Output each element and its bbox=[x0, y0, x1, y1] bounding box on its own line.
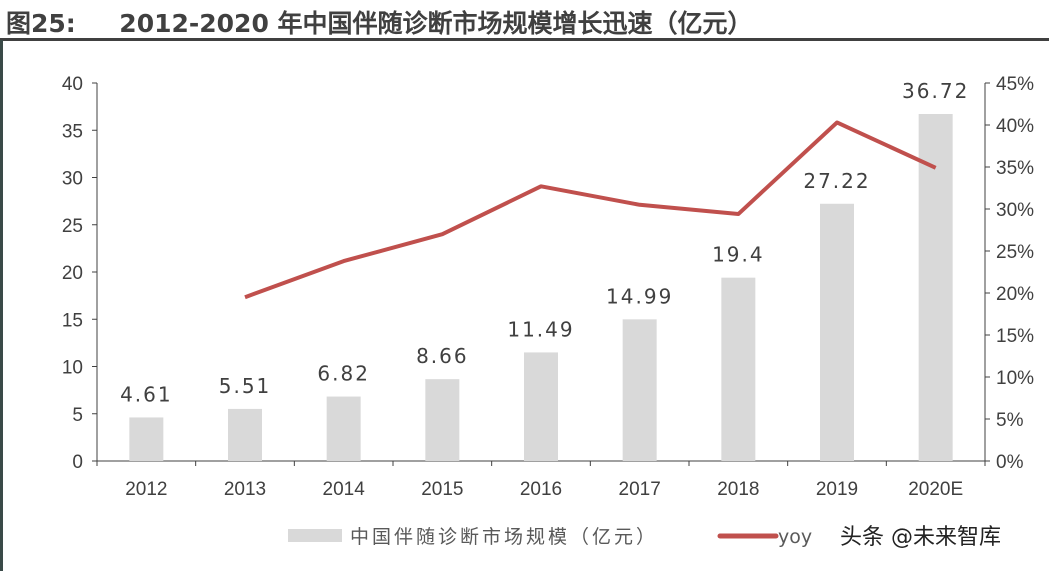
right-tick-label: 25% bbox=[996, 242, 1034, 263]
bar bbox=[326, 396, 361, 461]
x-tick-label: 2015 bbox=[421, 479, 463, 500]
left-border bbox=[0, 40, 3, 571]
left-tick-label: 30 bbox=[62, 169, 83, 190]
left-tick-label: 5 bbox=[72, 405, 83, 426]
bar-data-label: 8.66 bbox=[416, 344, 469, 368]
bar-data-label: 14.99 bbox=[606, 284, 673, 308]
bar-data-label: 4.61 bbox=[120, 382, 173, 406]
x-tick-label: 2018 bbox=[717, 479, 759, 500]
x-tick-label: 2017 bbox=[619, 479, 661, 500]
chart-title: 图25: 2012-2020 年中国伴随诊断市场规模增长迅速（亿元） bbox=[6, 9, 753, 38]
right-tick-label: 40% bbox=[996, 116, 1034, 137]
bar-data-label: 27.22 bbox=[803, 169, 870, 193]
left-tick-label: 10 bbox=[62, 358, 83, 379]
x-tick-label: 2012 bbox=[125, 479, 167, 500]
left-tick-label: 40 bbox=[62, 74, 83, 95]
legend-label-bar: 中国伴随诊断市场规模（亿元） bbox=[350, 526, 658, 548]
legend-swatch-bar bbox=[288, 529, 342, 542]
bar bbox=[425, 379, 460, 461]
right-tick-label: 30% bbox=[996, 200, 1034, 221]
bar-data-label: 6.82 bbox=[317, 362, 370, 386]
bar bbox=[820, 203, 854, 461]
bar bbox=[129, 417, 164, 461]
left-tick-label: 20 bbox=[62, 263, 83, 284]
legend-label-line: yoy bbox=[778, 526, 812, 548]
watermark: 头条 @未来智库 bbox=[840, 525, 1001, 550]
right-tick-label: 15% bbox=[996, 326, 1034, 347]
x-tick-label: 2019 bbox=[816, 479, 858, 500]
bar-data-label: 19.4 bbox=[712, 243, 765, 267]
left-tick-label: 35 bbox=[62, 121, 83, 142]
right-tick-label: 0% bbox=[996, 452, 1024, 473]
bar-data-label: 36.72 bbox=[902, 79, 969, 103]
x-tick-label: 2020E bbox=[908, 479, 963, 500]
x-tick-label: 2016 bbox=[520, 479, 562, 500]
title-rule bbox=[0, 38, 1049, 41]
x-tick-label: 2014 bbox=[323, 479, 366, 500]
bar bbox=[622, 319, 657, 461]
yoy-line bbox=[244, 120, 937, 300]
right-tick-label: 35% bbox=[996, 158, 1034, 179]
bar bbox=[228, 408, 262, 461]
bar-data-label: 5.51 bbox=[219, 374, 272, 398]
bar bbox=[524, 352, 558, 461]
right-tick-label: 5% bbox=[996, 410, 1024, 431]
bar bbox=[918, 113, 953, 461]
left-tick-label: 15 bbox=[62, 310, 83, 331]
right-tick-label: 10% bbox=[996, 368, 1034, 389]
right-tick-label: 20% bbox=[996, 284, 1034, 305]
x-tick-label: 2013 bbox=[224, 479, 266, 500]
bar-data-label: 11.49 bbox=[507, 317, 574, 341]
bar bbox=[721, 277, 756, 461]
left-tick-label: 0 bbox=[72, 452, 83, 473]
right-tick-label: 45% bbox=[996, 74, 1034, 95]
left-tick-label: 25 bbox=[62, 216, 83, 237]
